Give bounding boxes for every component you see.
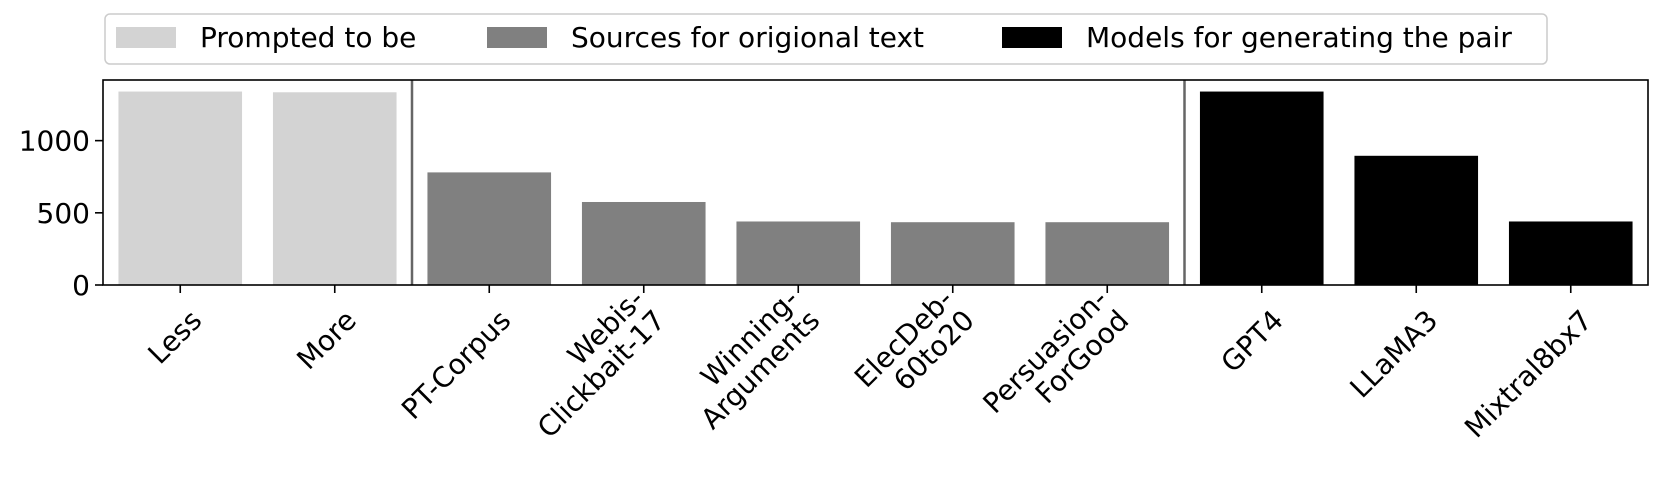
bar (1508, 221, 1633, 285)
bar (736, 221, 861, 285)
x-tick-label: Persuasion-ForGood (977, 282, 1136, 441)
x-tick-label: LLaMA3 (1344, 304, 1445, 405)
y-tick-label: 0 (72, 269, 90, 302)
legend-swatch (1002, 27, 1062, 48)
axes-frame (102, 79, 1649, 286)
x-tick-label: Winning-Arguments (673, 282, 826, 435)
x-tick-label: More (290, 304, 362, 376)
bar (1045, 222, 1170, 285)
plot-area: 0 500 1000 Less More PT-Corpus Webis-Clickbait… (19, 79, 1649, 445)
x-tick-label: ElecDeb-60to20 (848, 282, 981, 415)
y-tick-label: 1000 (19, 125, 90, 158)
x-tick-label: Less (141, 304, 208, 371)
legend-label: Sources for origional text (571, 21, 924, 54)
bar (272, 92, 397, 286)
legend-swatch (116, 27, 176, 48)
legend: Prompted to be Sources for origional text… (104, 13, 1548, 65)
bar (118, 91, 243, 286)
x-tick-label: GPT4 (1214, 304, 1289, 379)
bar (1199, 91, 1324, 286)
x-tick-label: Mixtral8bx7 (1458, 304, 1599, 445)
bar (890, 222, 1015, 285)
legend-label: Prompted to be (200, 21, 416, 54)
bar (1354, 155, 1479, 285)
bar (581, 201, 706, 285)
x-tick-label: PT-Corpus (395, 304, 517, 426)
bar (427, 172, 552, 285)
y-tick-label: 500 (37, 197, 90, 230)
legend-swatch (487, 27, 547, 48)
x-tick-label: Webis-Clickbait-17 (510, 282, 672, 444)
legend-label: Models for generating the pair (1086, 21, 1512, 54)
legend-frame (104, 13, 1548, 65)
